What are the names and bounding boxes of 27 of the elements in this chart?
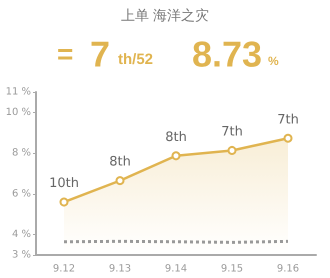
point	[116, 176, 124, 186]
point	[60, 198, 68, 207]
x-tick-label: 9.16	[276, 264, 300, 274]
annotation: 7th	[277, 112, 299, 128]
text: %	[268, 54, 279, 68]
text: 7	[90, 34, 110, 74]
x-tick-label: 9.15	[220, 264, 244, 274]
y-tick-label: 11 %	[6, 86, 31, 98]
point	[228, 146, 236, 155]
chart-title: 上单 海洋之灾	[120, 8, 210, 24]
y-tick-label: 3 %	[12, 250, 31, 260]
point	[284, 134, 292, 143]
annotation: 8th	[109, 154, 131, 170]
annotation: 8th	[165, 130, 187, 145]
text: th/52	[118, 51, 154, 68]
y-tick-label: 4 %	[12, 229, 31, 240]
y-tick-label: 6 %	[12, 188, 31, 200]
text: =	[57, 38, 74, 70]
text: 8.73	[192, 34, 262, 74]
x-tick-label: 9.12	[52, 264, 76, 274]
annotation: 10th	[49, 176, 79, 192]
x-tick-label: 9.13	[108, 264, 132, 274]
x-tick-label: 9.14	[164, 264, 188, 274]
y-tick-label: 10 %	[6, 106, 31, 118]
point	[172, 151, 180, 160]
y-tick-label: 8 %	[12, 148, 31, 159]
annotation: 7th	[221, 124, 243, 140]
